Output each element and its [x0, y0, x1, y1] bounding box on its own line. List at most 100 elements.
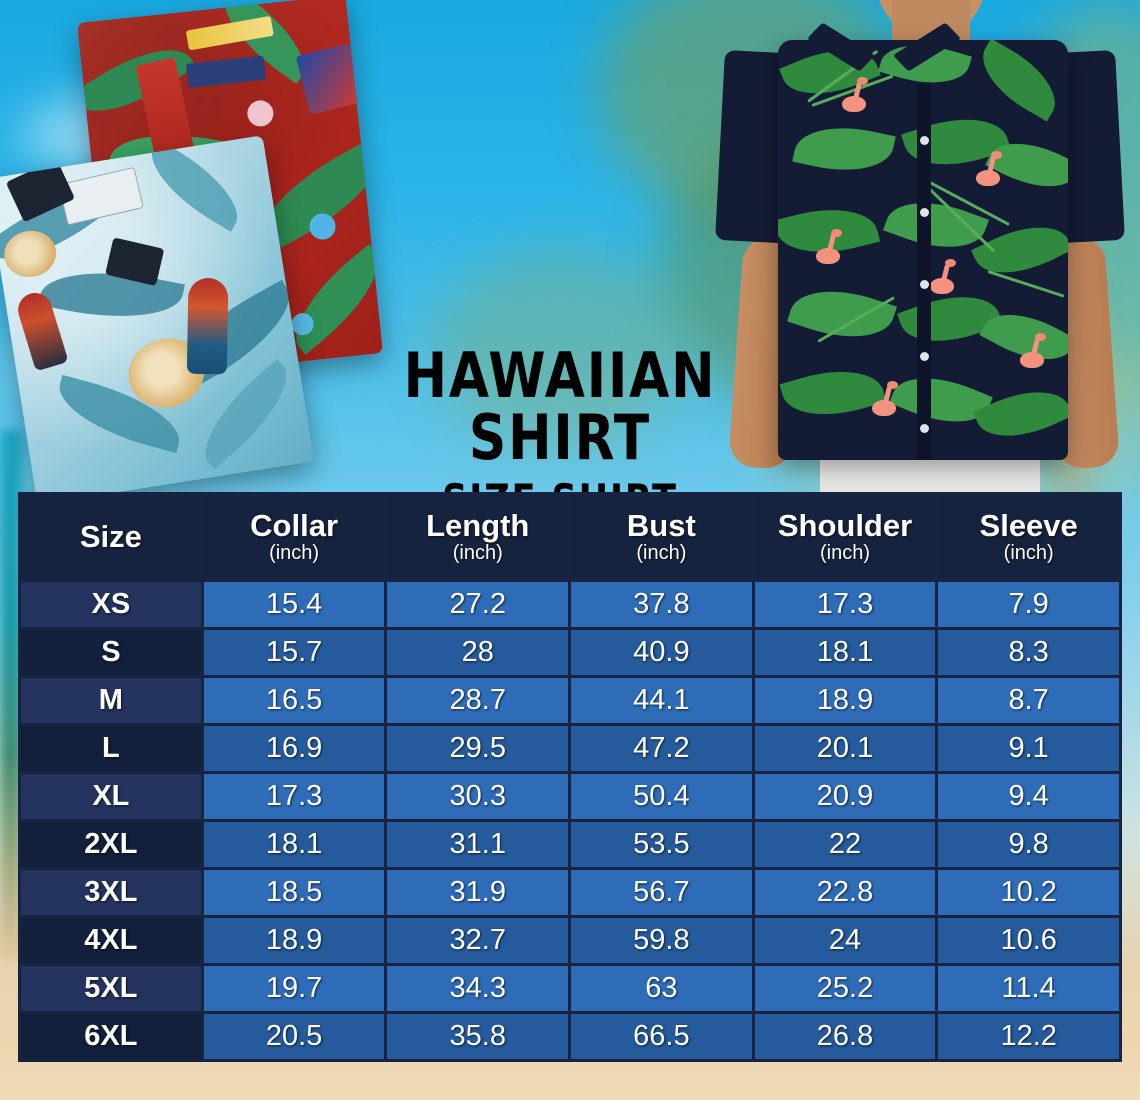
table-row: 3XL 18.5 31.9 56.7 22.8 10.2: [21, 870, 1119, 915]
cell-collar: 17.3: [203, 774, 385, 819]
cell-bust: 63: [571, 966, 752, 1011]
size-chart-table: Size Collar (inch) Length (inch) Bust (inch) Sh…: [18, 492, 1122, 1062]
model-photo: [700, 0, 1140, 500]
table-row: 5XL 19.7 34.3 63 25.2 11.4: [21, 966, 1119, 1011]
page-title: HAWAIIAN SHIRT SIZE SHIRT: [300, 345, 820, 521]
cell-size: 5XL: [21, 966, 201, 1011]
column-header-bust: Bust (inch): [571, 495, 752, 579]
flamingo-motif: [840, 77, 868, 118]
cell-length: 32.7: [387, 918, 569, 963]
title-main: HAWAIIAN SHIRT: [403, 339, 717, 474]
cell-size: 2XL: [21, 822, 201, 867]
column-header-unit: (inch): [269, 542, 320, 565]
cell-bust: 59.8: [571, 918, 752, 963]
cell-shoulder: 18.1: [754, 630, 936, 675]
cell-size: 4XL: [21, 918, 201, 963]
cell-length: 30.3: [387, 774, 569, 819]
cell-length: 31.9: [387, 870, 569, 915]
cell-length: 34.3: [387, 966, 569, 1011]
palm-foliage: [430, 250, 690, 450]
neck-label: [185, 55, 266, 88]
column-header-unit: (inch): [452, 542, 503, 565]
cell-shoulder: 22.8: [754, 870, 936, 915]
column-header-length: Length (inch): [387, 495, 569, 579]
cell-size: 3XL: [21, 870, 201, 915]
shirt-placket: [917, 84, 931, 460]
model-shirt-body: [778, 40, 1068, 460]
column-header-label: Shoulder: [777, 507, 913, 543]
table-row: L 16.9 29.5 47.2 20.1 9.1: [21, 726, 1119, 771]
flamingo-motif: [1018, 333, 1046, 374]
cell-bust: 50.4: [571, 774, 752, 819]
cell-shoulder: 25.2: [754, 966, 936, 1011]
column-header-unit: (inch): [636, 542, 687, 565]
cell-sleeve: 9.4: [938, 774, 1119, 819]
column-header-label: Sleeve: [979, 507, 1078, 543]
cell-length: 29.5: [387, 726, 569, 771]
cell-sleeve: 11.4: [938, 966, 1119, 1011]
cell-shoulder: 26.8: [754, 1014, 936, 1059]
cell-collar: 18.5: [203, 870, 385, 915]
cell-sleeve: 7.9: [938, 582, 1119, 627]
flamingo-motif: [928, 259, 956, 300]
cell-collar: 16.9: [203, 726, 385, 771]
column-header-label: Size: [79, 518, 142, 554]
cell-collar: 18.1: [203, 822, 385, 867]
cell-collar: 15.4: [203, 582, 385, 627]
cell-size: XL: [21, 774, 201, 819]
cell-bust: 53.5: [571, 822, 752, 867]
cell-size: XS: [21, 582, 201, 627]
table-row: M 16.5 28.7 44.1 18.9 8.7: [21, 678, 1119, 723]
cell-sleeve: 10.2: [938, 870, 1119, 915]
flamingo-motif: [974, 151, 1002, 192]
cell-shoulder: 20.1: [754, 726, 936, 771]
table-row: XS 15.4 27.2 37.8 17.3 7.9: [21, 582, 1119, 627]
table-row: 2XL 18.1 31.1 53.5 22 9.8: [21, 822, 1119, 867]
column-header-label: Bust: [626, 507, 696, 543]
column-header-label: Length: [426, 507, 530, 543]
column-header-label: Collar: [250, 507, 339, 543]
flamingo-motif: [870, 381, 898, 422]
table-row: XL 17.3 30.3 50.4 20.9 9.4: [21, 774, 1119, 819]
cell-bust: 56.7: [571, 870, 752, 915]
left-edge-tint: [0, 430, 22, 960]
table-body: XS 15.4 27.2 37.8 17.3 7.9 S 15.7 28 40.9 18.1 8.3 M…: [21, 582, 1119, 1059]
flamingo-motif: [814, 229, 842, 270]
cell-sleeve: 8.7: [938, 678, 1119, 723]
table-row: 4XL 18.9 32.7 59.8 24 10.6: [21, 918, 1119, 963]
column-header-collar: Collar (inch): [203, 495, 385, 579]
parrot: [186, 277, 229, 375]
cell-collar: 15.7: [203, 630, 385, 675]
column-header-unit: (inch): [820, 542, 871, 565]
cell-shoulder: 17.3: [754, 582, 936, 627]
cell-size: S: [21, 630, 201, 675]
cell-bust: 44.1: [571, 678, 752, 723]
cell-bust: 66.5: [571, 1014, 752, 1059]
column-header-unit: (inch): [1003, 542, 1054, 565]
table-header-row: Size Collar (inch) Length (inch) Bust (inch) Sh…: [21, 495, 1119, 579]
cell-collar: 18.9: [203, 918, 385, 963]
table-row: S 15.7 28 40.9 18.1 8.3: [21, 630, 1119, 675]
cell-size: M: [21, 678, 201, 723]
cell-sleeve: 12.2: [938, 1014, 1119, 1059]
cell-sleeve: 9.8: [938, 822, 1119, 867]
cell-bust: 37.8: [571, 582, 752, 627]
cell-size: L: [21, 726, 201, 771]
cell-collar: 20.5: [203, 1014, 385, 1059]
cell-bust: 47.2: [571, 726, 752, 771]
column-header-size: Size: [21, 495, 201, 579]
cell-length: 35.8: [387, 1014, 569, 1059]
column-header-sleeve: Sleeve (inch): [938, 495, 1119, 579]
cell-sleeve: 9.1: [938, 726, 1119, 771]
table-header: Size Collar (inch) Length (inch) Bust (inch) Sh…: [21, 495, 1119, 579]
cell-collar: 16.5: [203, 678, 385, 723]
folded-shirt-blue: [0, 135, 315, 505]
table-row: 6XL 20.5 35.8 66.5 26.8 12.2: [21, 1014, 1119, 1059]
cell-length: 27.2: [387, 582, 569, 627]
cell-length: 31.1: [387, 822, 569, 867]
cell-length: 28: [387, 630, 569, 675]
cell-shoulder: 18.9: [754, 678, 936, 723]
cell-shoulder: 24: [754, 918, 936, 963]
cell-length: 28.7: [387, 678, 569, 723]
column-header-shoulder: Shoulder (inch): [754, 495, 936, 579]
